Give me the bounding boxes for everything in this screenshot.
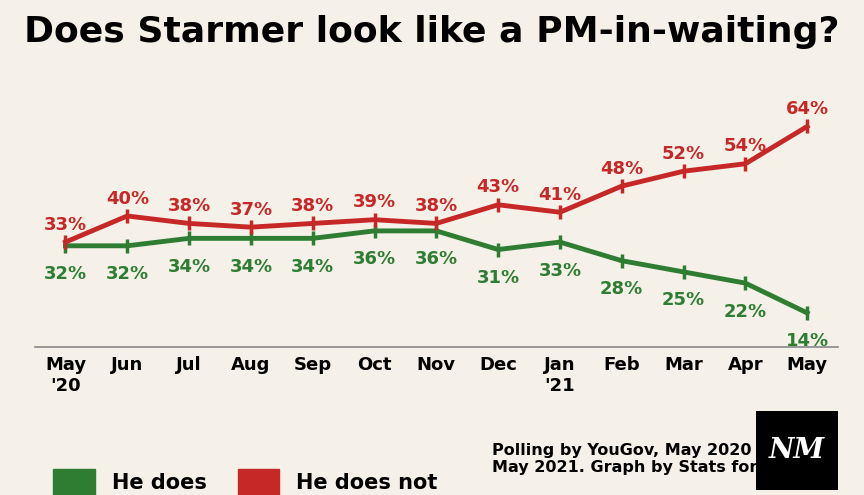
Text: 36%: 36%: [415, 250, 458, 268]
Text: 48%: 48%: [600, 160, 644, 178]
Text: 41%: 41%: [538, 186, 581, 204]
Text: 52%: 52%: [662, 145, 705, 163]
Text: 38%: 38%: [415, 197, 458, 215]
Text: 32%: 32%: [105, 265, 149, 283]
Text: 37%: 37%: [229, 201, 272, 219]
Text: 39%: 39%: [353, 194, 396, 211]
Text: 38%: 38%: [291, 197, 334, 215]
Text: 34%: 34%: [291, 258, 334, 276]
Text: Polling by YouGov, May 2020 -
May 2021. Graph by Stats for Lefties: Polling by YouGov, May 2020 - May 2021. …: [492, 443, 825, 475]
Text: 32%: 32%: [44, 265, 87, 283]
Text: 31%: 31%: [477, 269, 519, 287]
Text: 43%: 43%: [477, 178, 519, 197]
Text: 34%: 34%: [168, 258, 211, 276]
Text: 33%: 33%: [44, 216, 87, 234]
Text: 38%: 38%: [168, 197, 211, 215]
Text: Does Starmer look like a PM-in-waiting?: Does Starmer look like a PM-in-waiting?: [24, 15, 840, 49]
Text: 40%: 40%: [105, 190, 149, 207]
Text: NM: NM: [769, 437, 825, 464]
Text: 25%: 25%: [662, 292, 705, 309]
Text: 14%: 14%: [785, 332, 829, 350]
Text: 22%: 22%: [724, 302, 767, 321]
Text: 64%: 64%: [785, 100, 829, 118]
Text: 54%: 54%: [724, 138, 767, 155]
Text: 28%: 28%: [600, 280, 644, 298]
Text: 34%: 34%: [229, 258, 272, 276]
Text: 36%: 36%: [353, 250, 396, 268]
Legend: He does, He does not: He does, He does not: [45, 460, 446, 495]
Text: 33%: 33%: [538, 261, 581, 280]
